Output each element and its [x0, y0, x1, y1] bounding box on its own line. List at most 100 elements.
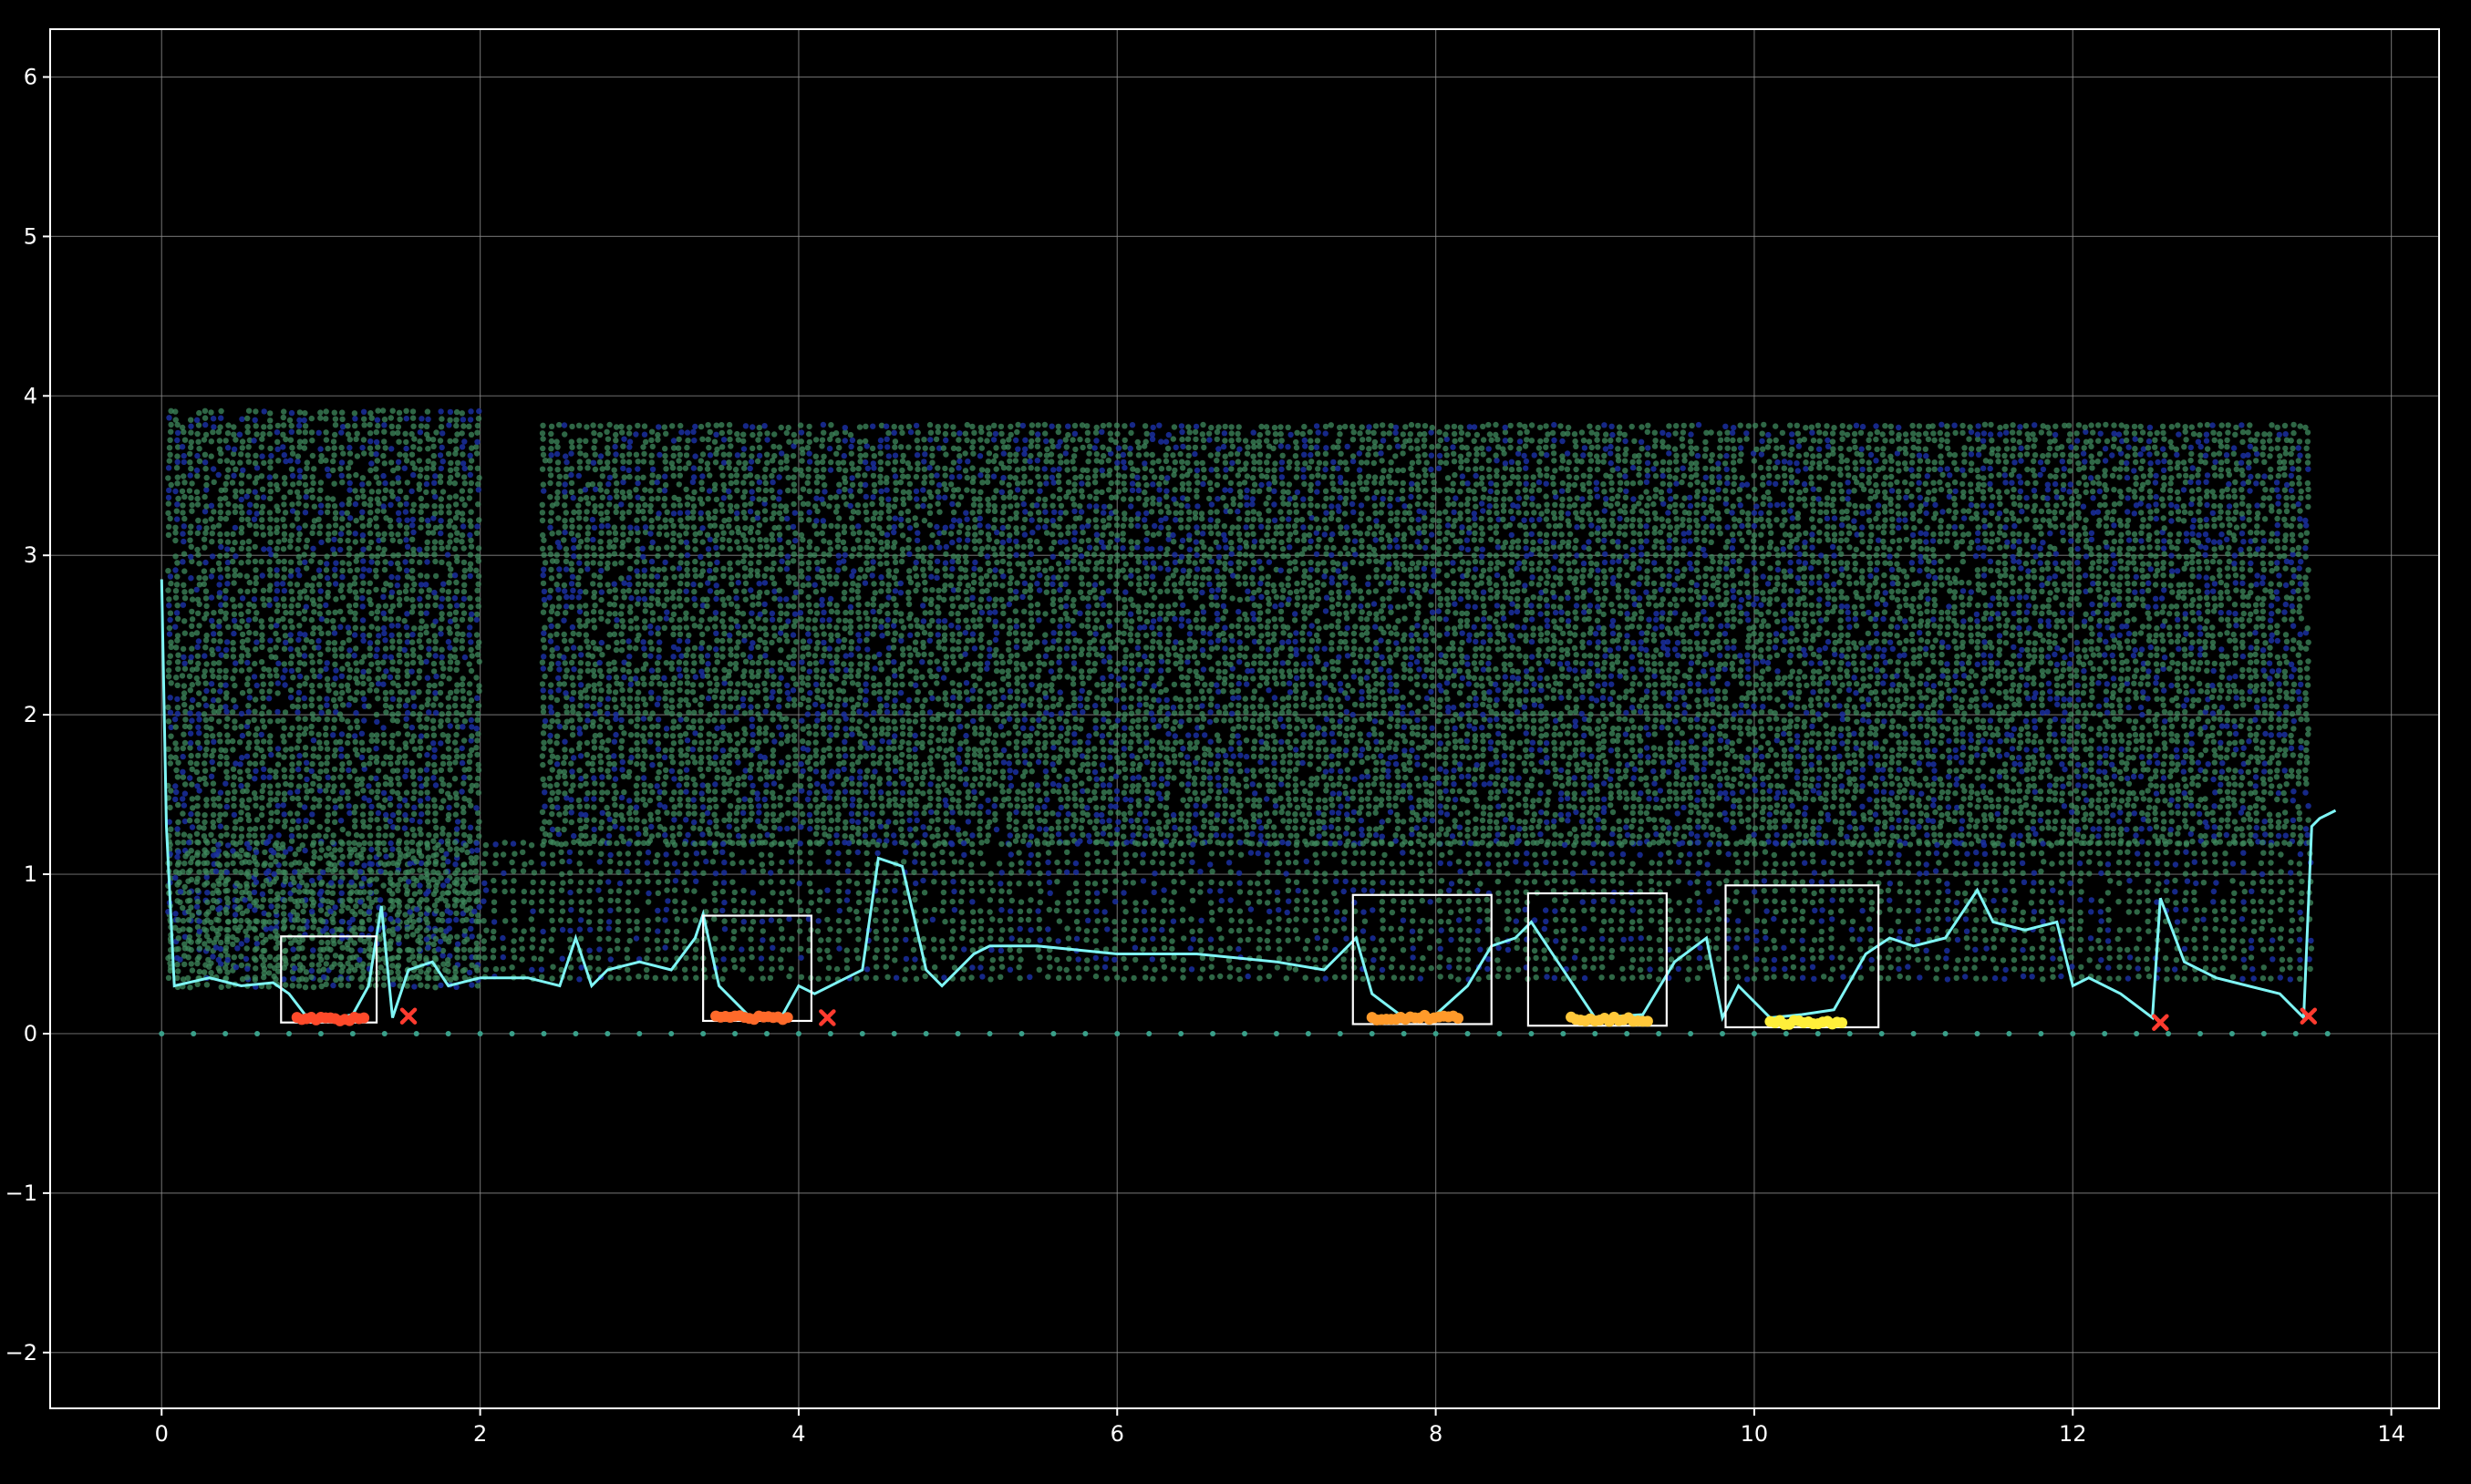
cloud-point [240, 540, 246, 546]
cloud-point [776, 510, 783, 517]
cloud-point [596, 708, 604, 715]
cloud-point [626, 638, 632, 644]
cloud-point [677, 465, 683, 472]
cloud-point [330, 732, 336, 738]
cloud-point [655, 624, 661, 632]
cloud-point [188, 961, 194, 967]
cloud-point [460, 724, 466, 730]
cloud-point [251, 674, 258, 680]
cloud-point [799, 810, 806, 818]
cloud-point [618, 423, 625, 430]
cloud-point [447, 767, 453, 773]
cloud-point [281, 754, 287, 760]
cloud-point [382, 487, 389, 493]
cloud-point [326, 609, 332, 616]
cloud-point [548, 452, 554, 459]
cloud-point [296, 673, 304, 680]
cloud-point [547, 518, 554, 524]
cloud-point [756, 551, 762, 558]
cloud-point [671, 603, 677, 610]
cloud-point [677, 517, 684, 523]
cloud-point [763, 818, 770, 824]
cloud-point [597, 759, 605, 766]
cloud-point [296, 473, 304, 480]
cloud-point [230, 646, 237, 653]
cloud-point [453, 588, 460, 594]
cloud-point [641, 645, 647, 652]
cloud-point [253, 531, 260, 537]
cloud-point [800, 819, 806, 826]
cloud-point [733, 818, 739, 824]
cloud-point [643, 661, 649, 667]
cloud-point [218, 747, 224, 753]
cloud-point [735, 639, 741, 645]
cloud-point [469, 653, 475, 659]
cloud-point [373, 523, 380, 530]
cloud-point [324, 561, 330, 567]
cloud-point [190, 696, 196, 704]
cloud-point [454, 459, 461, 466]
cloud-point [265, 970, 273, 976]
cloud-point [338, 716, 346, 723]
cloud-point [201, 437, 208, 443]
cloud-point [211, 882, 217, 889]
cloud-point [172, 537, 179, 544]
cloud-point [389, 407, 396, 414]
cloud-point [576, 730, 584, 737]
cloud-point [268, 925, 274, 932]
cloud-point [634, 739, 640, 747]
cloud-point [447, 611, 453, 617]
cloud-point [274, 891, 281, 897]
cloud-point [612, 801, 618, 809]
cloud-point [570, 755, 577, 761]
cloud-point [683, 788, 689, 795]
cloud-point [259, 759, 265, 767]
cloud-point [626, 459, 633, 466]
cloud-point [647, 623, 654, 630]
cloud-point [668, 551, 675, 558]
cloud-point [584, 531, 591, 537]
cloud-point [613, 438, 619, 444]
cloud-point [618, 647, 626, 654]
cloud-point [547, 638, 554, 644]
cloud-point [188, 588, 194, 594]
cloud-point [563, 453, 569, 459]
cloud-point [611, 753, 617, 759]
cloud-point [424, 776, 430, 782]
cloud-point [243, 945, 250, 952]
cloud-point [547, 524, 553, 531]
cloud-point [366, 567, 373, 573]
cloud-point [714, 774, 720, 781]
cloud-point [373, 889, 379, 895]
cloud-point [748, 524, 755, 531]
cloud-point [301, 615, 307, 623]
cloud-point [547, 545, 553, 551]
cloud-point [188, 495, 194, 501]
cloud-point [729, 776, 735, 783]
cloud-point [218, 652, 224, 658]
cloud-point [196, 574, 202, 582]
cloud-point [281, 566, 288, 572]
cloud-point [252, 417, 258, 423]
cloud-point [330, 696, 337, 704]
cloud-point [634, 790, 640, 797]
cloud-point [541, 745, 547, 752]
cloud-point [373, 775, 379, 782]
cloud-point [719, 724, 726, 730]
cloud-point [704, 603, 710, 609]
cloud-point [747, 654, 753, 660]
cloud-point [296, 652, 303, 658]
cloud-point [452, 438, 459, 444]
cloud-point [598, 716, 605, 723]
cloud-point [677, 768, 683, 775]
cloud-point [315, 775, 323, 782]
cloud-point [388, 489, 395, 495]
cloud-point [561, 826, 567, 833]
cloud-point [380, 593, 387, 600]
cloud-point [196, 824, 202, 830]
cloud-point [468, 802, 474, 809]
cloud-point [447, 659, 454, 665]
cloud-point [468, 431, 475, 438]
cloud-point [202, 451, 209, 458]
cloud-point [627, 732, 635, 738]
